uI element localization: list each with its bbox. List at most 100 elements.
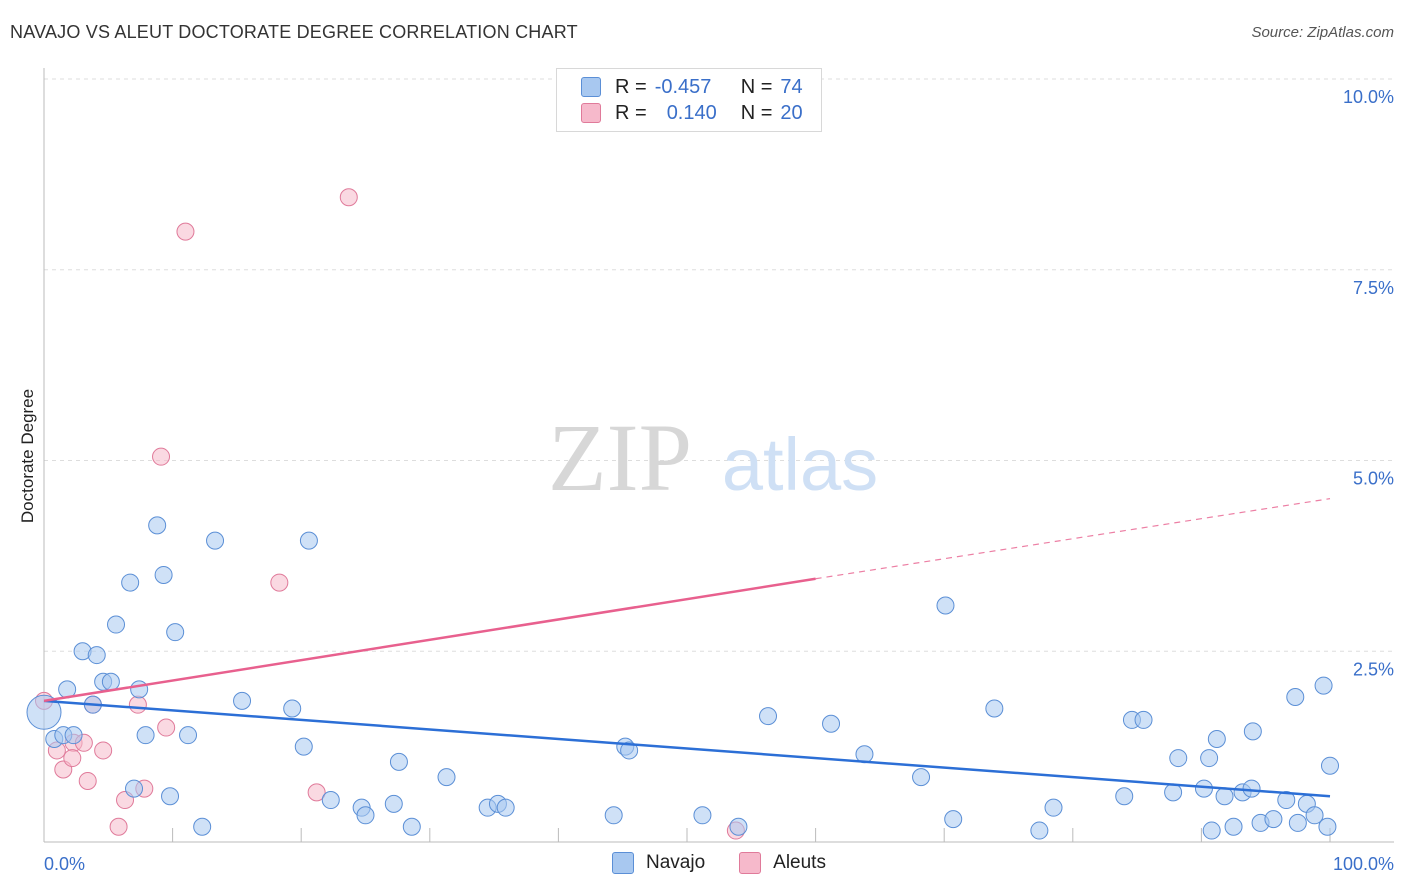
aleut-point <box>307 783 326 802</box>
x-tick-label: 0.0% <box>44 854 85 874</box>
aleut-point <box>128 695 147 714</box>
navajo-point <box>620 741 639 760</box>
r-label: R = <box>615 101 647 124</box>
navajo-points <box>26 516 1339 840</box>
navajo-point <box>1286 688 1305 707</box>
aleut-point <box>63 749 82 768</box>
navajo-point <box>384 794 403 813</box>
n-value: 20 <box>780 101 803 124</box>
navajo-point <box>206 531 225 550</box>
aleut-trend-extension <box>815 498 1331 580</box>
legend-label: Navajo <box>646 852 706 873</box>
aleut-point <box>109 817 128 836</box>
navajo-point <box>161 787 180 806</box>
navajo-point <box>283 699 302 718</box>
navajo-swatch <box>581 77 601 97</box>
navajo-point <box>154 565 173 584</box>
navajo-point <box>148 516 167 535</box>
r-label: R = <box>615 75 647 98</box>
navajo-point <box>125 779 144 798</box>
aleut-point <box>78 771 97 790</box>
navajo-point <box>1243 722 1262 741</box>
navajo-swatch <box>612 852 634 874</box>
navajo-point <box>294 737 313 756</box>
navajo-point <box>193 817 212 836</box>
aleut-point <box>270 573 289 592</box>
navajo-point <box>101 672 120 691</box>
navajo-point <box>130 680 149 699</box>
navajo-point <box>729 817 748 836</box>
navajo-trend-line <box>43 699 1331 798</box>
navajo-point <box>1305 806 1324 825</box>
navajo-point <box>1207 729 1226 748</box>
navajo-point <box>912 768 931 787</box>
navajo-point <box>1164 783 1183 802</box>
navajo-point <box>496 798 515 817</box>
aleut-point <box>176 222 195 241</box>
navajo-point <box>759 707 778 726</box>
navajo-point <box>1277 791 1296 810</box>
navajo-point <box>1202 821 1221 840</box>
navajo-point <box>1169 749 1188 768</box>
n-label: N = <box>740 75 773 98</box>
navajo-point <box>985 699 1004 718</box>
navajo-point <box>1264 810 1283 829</box>
navajo-point <box>356 806 375 825</box>
navajo-point <box>604 806 623 825</box>
aleut-point <box>157 718 176 737</box>
r-value: -0.457 <box>654 75 712 98</box>
navajo-point <box>321 791 340 810</box>
navajo-point <box>121 573 140 592</box>
navajo-point <box>1215 787 1234 806</box>
navajo-point <box>26 694 62 730</box>
legend-label: Aleuts <box>773 852 826 873</box>
navajo-point <box>1134 710 1153 729</box>
y-tick-label: 2.5% <box>1353 659 1394 679</box>
navajo-point <box>1242 779 1261 798</box>
navajo-point <box>64 726 83 745</box>
tick-labels: 2.5% 5.0% 7.5% 10.0% 0.0% 100.0% <box>44 87 1394 874</box>
legend-item-aleuts[interactable]: Aleuts <box>739 852 826 874</box>
y-tick-label: 5.0% <box>1353 469 1394 489</box>
x-tick-label: 100.0% <box>1333 854 1394 874</box>
navajo-point <box>822 714 841 733</box>
r-value: 0.140 <box>666 101 717 124</box>
aleut-point <box>152 447 171 466</box>
navajo-point <box>944 810 963 829</box>
aleut-trend-line <box>43 577 816 703</box>
n-label: N = <box>740 101 773 124</box>
aleut-swatch <box>739 852 762 874</box>
navajo-point <box>1224 817 1243 836</box>
n-value: 74 <box>780 75 803 98</box>
watermark-zip: ZIP <box>548 404 692 511</box>
navajo-point <box>1288 813 1307 832</box>
trend-lines <box>43 498 1331 798</box>
navajo-point <box>179 726 198 745</box>
navajo-point <box>1115 787 1134 806</box>
legend-row-aleuts: R = 0.140 N = 20 <box>581 101 803 125</box>
legend-item-navajo[interactable]: Navajo <box>612 852 705 874</box>
aleut-point <box>339 188 358 207</box>
legend-row-navajo: R = -0.457 N = 74 <box>581 75 803 99</box>
navajo-point <box>1030 821 1049 840</box>
watermark-atlas: atlas <box>722 423 878 506</box>
y-tick-label: 7.5% <box>1353 278 1394 298</box>
navajo-point <box>107 615 126 634</box>
correlation-legend: R = -0.457 N = 74 R = 0.140 N = 20 <box>556 68 822 132</box>
navajo-point <box>299 531 318 550</box>
navajo-point <box>1044 798 1063 817</box>
navajo-point <box>389 752 408 771</box>
navajo-point <box>87 646 106 665</box>
aleut-swatch <box>581 103 601 123</box>
navajo-point <box>136 726 155 745</box>
navajo-point <box>437 768 456 787</box>
navajo-point <box>1318 817 1337 836</box>
navajo-point <box>936 596 955 615</box>
navajo-point <box>166 623 185 642</box>
source-credit: Source: ZipAtlas.com <box>1251 24 1394 41</box>
grid <box>44 78 1394 652</box>
aleut-point <box>94 741 113 760</box>
chart-title: NAVAJO VS ALEUT DOCTORATE DEGREE CORRELA… <box>10 22 578 42</box>
navajo-point <box>1314 676 1333 695</box>
